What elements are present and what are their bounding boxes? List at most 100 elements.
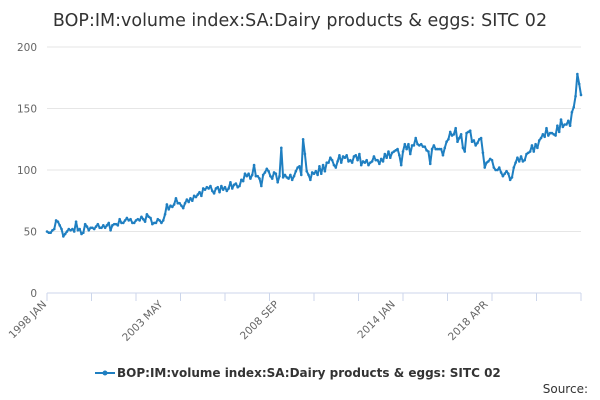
- data-point: [479, 136, 483, 140]
- data-point: [272, 171, 276, 174]
- data-point: [47, 231, 51, 235]
- data-point: [508, 178, 512, 182]
- data-point: [550, 131, 554, 135]
- data-point: [447, 137, 450, 141]
- data-point: [260, 184, 263, 188]
- data-point: [370, 160, 374, 163]
- data-point: [191, 199, 194, 203]
- data-point: [289, 173, 292, 177]
- data-point: [494, 168, 497, 172]
- data-point: [499, 171, 503, 174]
- data-point: [534, 142, 537, 146]
- data-point: [407, 142, 410, 146]
- data-point: [523, 158, 526, 162]
- data-point: [254, 174, 258, 178]
- data-point: [305, 169, 309, 173]
- data-point: [227, 187, 230, 190]
- data-point: [261, 173, 265, 177]
- data-point: [241, 179, 245, 183]
- data-point: [309, 178, 312, 182]
- data-point: [441, 153, 445, 157]
- data-point: [65, 230, 69, 233]
- data-point: [503, 172, 507, 175]
- data-point: [296, 166, 299, 169]
- data-point: [419, 142, 423, 146]
- data-point: [102, 224, 105, 227]
- data-point: [194, 195, 198, 199]
- data-point: [103, 226, 107, 230]
- data-point: [274, 172, 278, 175]
- data-point: [185, 198, 189, 201]
- data-point: [474, 144, 477, 147]
- data-point: [488, 157, 492, 161]
- data-point: [398, 153, 401, 157]
- data-point: [314, 169, 318, 173]
- data-point: [343, 156, 347, 159]
- data-point: [514, 161, 517, 164]
- data-point: [388, 156, 392, 159]
- data-point: [69, 228, 72, 232]
- data-point: [247, 172, 250, 175]
- data-point: [96, 222, 100, 226]
- data-point: [470, 140, 474, 144]
- data-point: [408, 152, 412, 156]
- data-point: [410, 144, 414, 147]
- data-point: [52, 227, 56, 231]
- data-point: [149, 216, 152, 220]
- data-point: [443, 146, 447, 150]
- data-point: [427, 150, 430, 153]
- data-point: [363, 161, 367, 164]
- data-point: [118, 217, 121, 221]
- data-point: [292, 174, 296, 178]
- data-point: [338, 153, 341, 157]
- data-point: [461, 146, 465, 150]
- data-point: [303, 152, 307, 156]
- chart-title: BOP:IM:volume index:SA:Dairy products & …: [53, 11, 547, 31]
- data-point: [223, 185, 227, 189]
- legend-dot-marker: [102, 370, 108, 376]
- data-point: [517, 160, 521, 163]
- data-point: [198, 190, 201, 194]
- data-point: [172, 203, 176, 206]
- data-point: [140, 215, 143, 219]
- data-point: [134, 219, 138, 222]
- data-point: [330, 158, 334, 162]
- data-point: [376, 158, 379, 162]
- x-tick-label: 2003 MAY: [120, 298, 166, 344]
- data-point: [220, 184, 223, 188]
- y-tick-label: 100: [17, 165, 37, 177]
- data-point: [412, 144, 416, 147]
- data-point: [519, 155, 523, 158]
- data-point: [310, 171, 314, 174]
- x-tick-label: 2008 SEP: [238, 299, 282, 343]
- data-point: [425, 149, 428, 152]
- data-point: [121, 221, 125, 225]
- data-point: [349, 158, 352, 162]
- data-point: [539, 136, 543, 140]
- data-point: [269, 174, 272, 178]
- data-point: [114, 222, 118, 226]
- data-point: [216, 185, 220, 189]
- data-point: [481, 151, 485, 155]
- data-point: [458, 136, 461, 140]
- data-point: [416, 142, 419, 146]
- data-point: [298, 165, 301, 168]
- data-point: [160, 221, 163, 225]
- data-point: [448, 130, 452, 134]
- data-point: [561, 125, 565, 129]
- data-point: [350, 161, 354, 164]
- data-point: [232, 183, 236, 187]
- data-point: [512, 166, 516, 169]
- data-point: [250, 173, 254, 177]
- data-point: [280, 146, 283, 150]
- data-point: [468, 129, 472, 132]
- data-point: [476, 141, 479, 145]
- data-point: [459, 133, 463, 136]
- data-point: [548, 131, 552, 135]
- data-point: [345, 153, 348, 157]
- data-point: [501, 174, 505, 178]
- data-point: [358, 152, 361, 156]
- data-point: [161, 219, 165, 222]
- data-point: [112, 222, 116, 226]
- legend[interactable]: BOP:IM:volume index:SA:Dairy products & …: [95, 366, 501, 380]
